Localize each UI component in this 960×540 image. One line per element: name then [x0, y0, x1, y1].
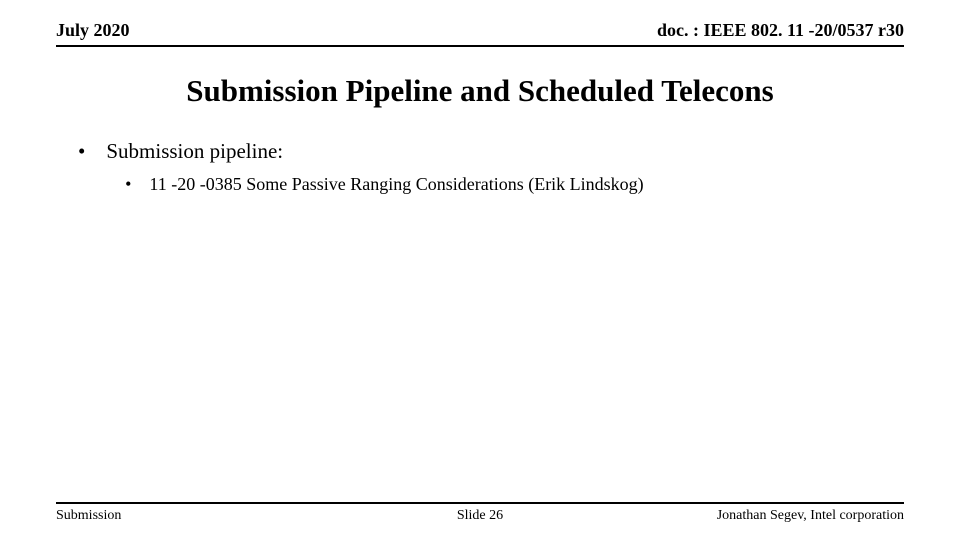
bullet-level1: Submission pipeline: 11 -20 -0385 Some P… [78, 139, 904, 195]
header: July 2020 doc. : IEEE 802. 11 -20/0537 r… [56, 20, 904, 47]
bullet-text: Submission pipeline: [106, 139, 283, 163]
slide: July 2020 doc. : IEEE 802. 11 -20/0537 r… [0, 0, 960, 540]
header-date: July 2020 [56, 20, 130, 41]
slide-body: Submission pipeline: 11 -20 -0385 Some P… [56, 139, 904, 195]
footer-left: Submission [56, 508, 121, 524]
footer-author: Jonathan Segev, Intel corporation [717, 508, 904, 524]
bullet-level2: 11 -20 -0385 Some Passive Ranging Consid… [125, 174, 904, 195]
slide-title: Submission Pipeline and Scheduled Teleco… [56, 73, 904, 109]
sub-bullet-text: 11 -20 -0385 Some Passive Ranging Consid… [149, 174, 643, 194]
header-doc: doc. : IEEE 802. 11 -20/0537 r30 [657, 20, 904, 41]
footer: Slide 26 Submission Jonathan Segev, Inte… [56, 502, 904, 524]
